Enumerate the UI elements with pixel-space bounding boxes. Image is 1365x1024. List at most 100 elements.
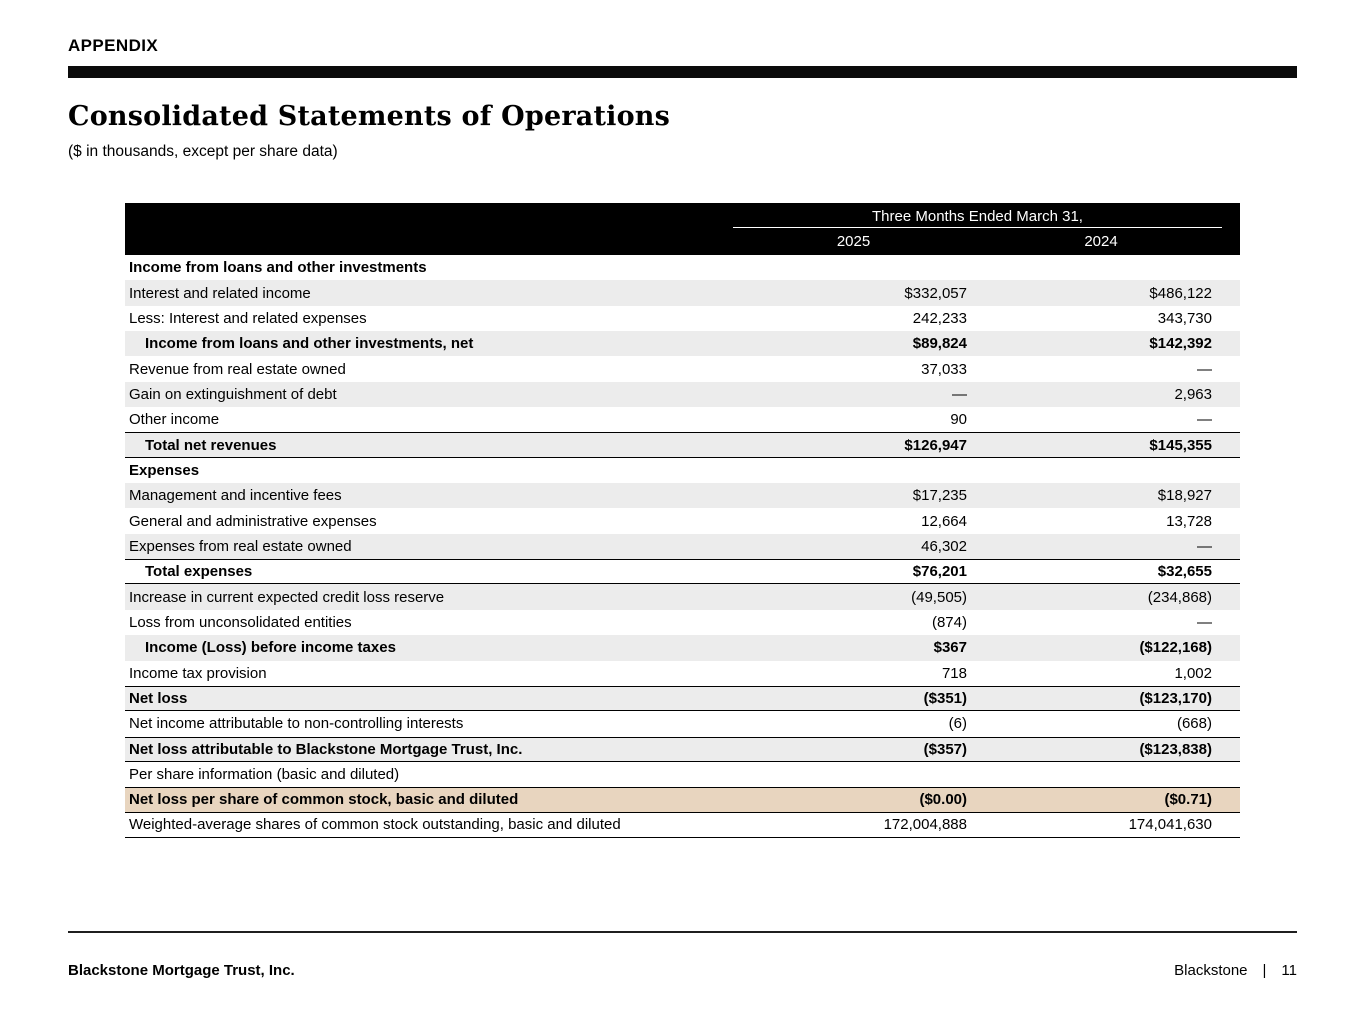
table-row: Income tax provision 718 1,002	[125, 660, 1240, 686]
row-label: Interest and related income	[129, 284, 311, 302]
value-2024: 13,728	[1166, 512, 1212, 530]
row-label: Management and incentive fees	[129, 487, 342, 505]
value-2024: (668)	[1176, 715, 1212, 733]
value-2025: $332,057	[904, 284, 967, 302]
row-label: Revenue from real estate owned	[129, 360, 346, 378]
value-2025: 718	[941, 664, 967, 682]
row-label: Per share information (basic and diluted…	[129, 766, 400, 784]
value-2024: (234,868)	[1147, 588, 1212, 606]
value-2025: ($351)	[923, 690, 967, 708]
table-row: Weighted-average shares of common stock …	[125, 812, 1240, 838]
table-row: Loss from unconsolidated entities (874) —	[125, 609, 1240, 636]
value-2025: —	[952, 385, 967, 403]
period-header: Three Months Ended March 31,	[733, 203, 1222, 228]
value-2024: 1,002	[1174, 664, 1212, 682]
table-row: Per share information (basic and diluted…	[125, 761, 1240, 788]
row-label: Gain on extinguishment of debt	[129, 385, 337, 403]
value-2025: 12,664	[921, 512, 967, 530]
table-row: Total expenses $76,201 $32,655	[125, 559, 1240, 585]
table-body: Income from loans and other investments I…	[125, 255, 1240, 838]
row-label: Income from loans and other investments,…	[145, 335, 474, 353]
value-2025: 37,033	[921, 360, 967, 378]
footer-page-number: 11	[1281, 962, 1297, 979]
row-label: Loss from unconsolidated entities	[129, 613, 352, 631]
value-2025: $126,947	[904, 436, 967, 454]
value-2024: —	[1197, 537, 1212, 555]
value-2024: ($122,168)	[1139, 639, 1212, 657]
value-2025: (874)	[931, 613, 967, 631]
value-2024: ($123,170)	[1139, 690, 1212, 708]
value-2025: 242,233	[912, 309, 967, 327]
row-label: General and administrative expenses	[129, 512, 377, 530]
period-label: Three Months Ended March 31,	[872, 208, 1083, 225]
row-label: Expenses from real estate owned	[129, 537, 352, 555]
table-row: Revenue from real estate owned 37,033 —	[125, 356, 1240, 382]
value-2024: $18,927	[1157, 487, 1212, 505]
value-2025: $367	[933, 639, 967, 657]
table-row: Expenses from real estate owned 46,302 —	[125, 533, 1240, 560]
table-row: Total net revenues $126,947 $145,355	[125, 432, 1240, 458]
table-row: Income (Loss) before income taxes $367 ($1…	[125, 635, 1240, 661]
table-row: Income from loans and other investments,…	[125, 331, 1240, 357]
page-subtitle: ($ in thousands, except per share data)	[68, 143, 338, 160]
value-2025: ($0.00)	[919, 791, 967, 809]
value-2024: $32,655	[1157, 563, 1212, 581]
row-label: Net loss attributable to Blackstone Mort…	[129, 740, 523, 758]
value-2024: $142,392	[1149, 335, 1212, 353]
row-label: Other income	[129, 411, 220, 429]
page-title: Consolidated Statements of Operations	[68, 101, 671, 132]
value-2024: 2,963	[1174, 385, 1212, 403]
table-row: General and administrative expenses 12,66…	[125, 508, 1240, 534]
row-label: Income (Loss) before income taxes	[145, 639, 396, 657]
table-row: Management and incentive fees $17,235 $18,…	[125, 483, 1240, 509]
footer-company: Blackstone Mortgage Trust, Inc.	[68, 962, 295, 979]
row-label: Income from loans and other investments	[129, 259, 427, 277]
value-2025: (49,505)	[911, 588, 967, 606]
row-label: Net income attributable to non-controlli…	[129, 715, 464, 733]
table-row: Interest and related income $332,057 $486,…	[125, 280, 1240, 306]
row-label: Income tax provision	[129, 664, 267, 682]
value-2024: —	[1197, 613, 1212, 631]
table-row: Net loss attributable to Blackstone Mort…	[125, 736, 1240, 762]
table-row: Other income 90 —	[125, 407, 1240, 433]
row-label: Increase in current expected credit loss…	[129, 588, 445, 606]
value-2025: 90	[950, 411, 967, 429]
value-2025: (6)	[948, 715, 967, 733]
value-2024: ($123,838)	[1139, 740, 1212, 758]
row-label: Net loss per share of common stock, basi…	[129, 791, 519, 809]
row-label: Net loss	[129, 690, 188, 708]
table-header: Three Months Ended March 31, 2025 2024	[125, 203, 1240, 255]
year-headers: 2025 2024	[740, 229, 1240, 254]
row-label: Total expenses	[145, 563, 253, 581]
table-row: Expenses	[125, 457, 1240, 484]
value-2024: $145,355	[1149, 436, 1212, 454]
value-2024: 343,730	[1157, 309, 1212, 327]
header-rule	[68, 66, 1297, 78]
footer-separator: |	[1262, 962, 1267, 979]
table-row: Gain on extinguishment of debt — 2,963	[125, 381, 1240, 408]
value-2025: $17,235	[912, 487, 967, 505]
value-2025: ($357)	[923, 740, 967, 758]
footer-brand: Blackstone	[1174, 962, 1248, 979]
table-row: Net loss per share of common stock, basi…	[125, 787, 1240, 813]
column-header-2025: 2025	[836, 233, 871, 250]
table-row: Income from loans and other investments	[125, 255, 1240, 281]
value-2024: —	[1197, 360, 1212, 378]
footer-rule	[68, 931, 1297, 933]
row-label: Weighted-average shares of common stock …	[129, 816, 621, 834]
value-2024: $486,122	[1149, 284, 1212, 302]
row-label: Total net revenues	[145, 436, 277, 454]
table-row: Increase in current expected credit loss…	[125, 584, 1240, 610]
value-2025: 172,004,888	[883, 816, 967, 834]
table-row: Less: Interest and related expenses 242,2…	[125, 305, 1240, 332]
row-label: Expenses	[129, 461, 200, 479]
table-row: Net income attributable to non-controlli…	[125, 711, 1240, 737]
financial-table: Three Months Ended March 31, 2025 2024 I…	[125, 203, 1240, 838]
appendix-label: APPENDIX	[68, 36, 159, 55]
value-2025: $76,201	[912, 563, 967, 581]
table-row: Net loss ($351) ($123,170)	[125, 685, 1240, 712]
column-header-2024: 2024	[1084, 233, 1118, 250]
value-2024: ($0.71)	[1164, 791, 1212, 809]
value-2025: $89,824	[912, 335, 967, 353]
value-2025: 46,302	[921, 537, 967, 555]
